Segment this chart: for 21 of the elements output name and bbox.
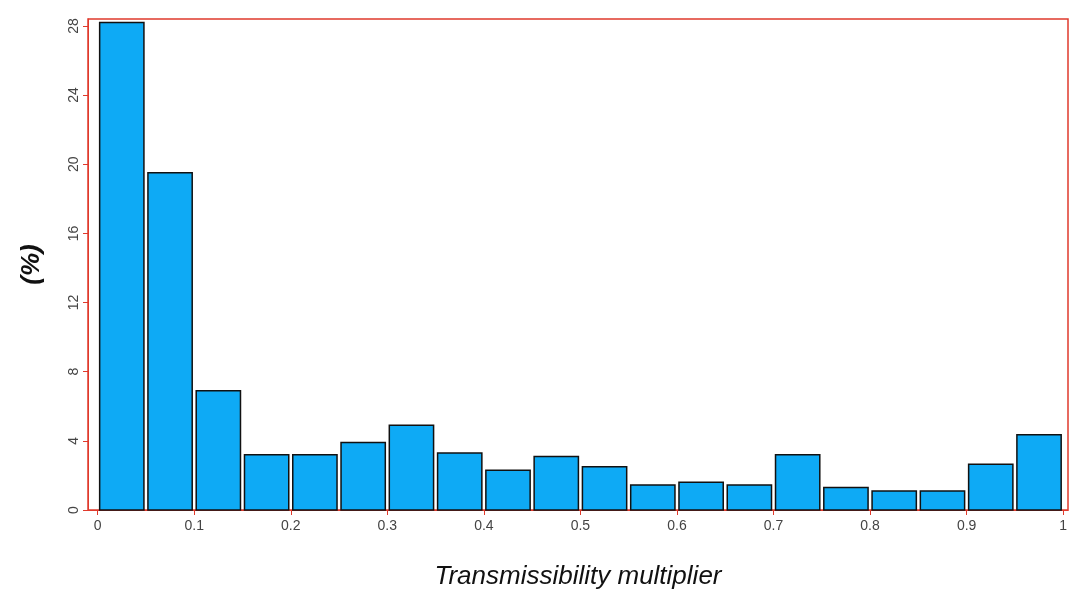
x-tick-label: 0.7 — [763, 517, 784, 533]
x-tick-label: 0.3 — [377, 517, 398, 533]
y-tick-label: 28 — [65, 17, 81, 34]
x-tick-label: 0.8 — [860, 517, 881, 533]
y-tick-label: 8 — [65, 367, 81, 376]
y-tick-label: 20 — [65, 156, 81, 173]
y-tick-label: 12 — [65, 294, 81, 311]
x-tick-label: 0.6 — [667, 517, 687, 533]
x-tick-label: 0.9 — [956, 517, 977, 533]
y-tick-label: 24 — [65, 87, 81, 103]
y-tick-label: 4 — [65, 436, 81, 445]
x-tick-label: 0.1 — [184, 517, 205, 533]
x-tick-label: 0.4 — [474, 517, 494, 533]
x-tick-label: 0 — [93, 517, 102, 533]
y-axis-title: (%) — [15, 244, 45, 285]
x-tick-label: 0.2 — [281, 517, 301, 533]
x-tick-label: 1 — [1059, 517, 1068, 533]
y-tick-label: 16 — [65, 225, 81, 242]
x-tick-label: 0.5 — [570, 517, 591, 533]
y-tick-label: 0 — [65, 505, 81, 514]
x-axis-title: Transmissibility multiplier — [434, 560, 723, 590]
